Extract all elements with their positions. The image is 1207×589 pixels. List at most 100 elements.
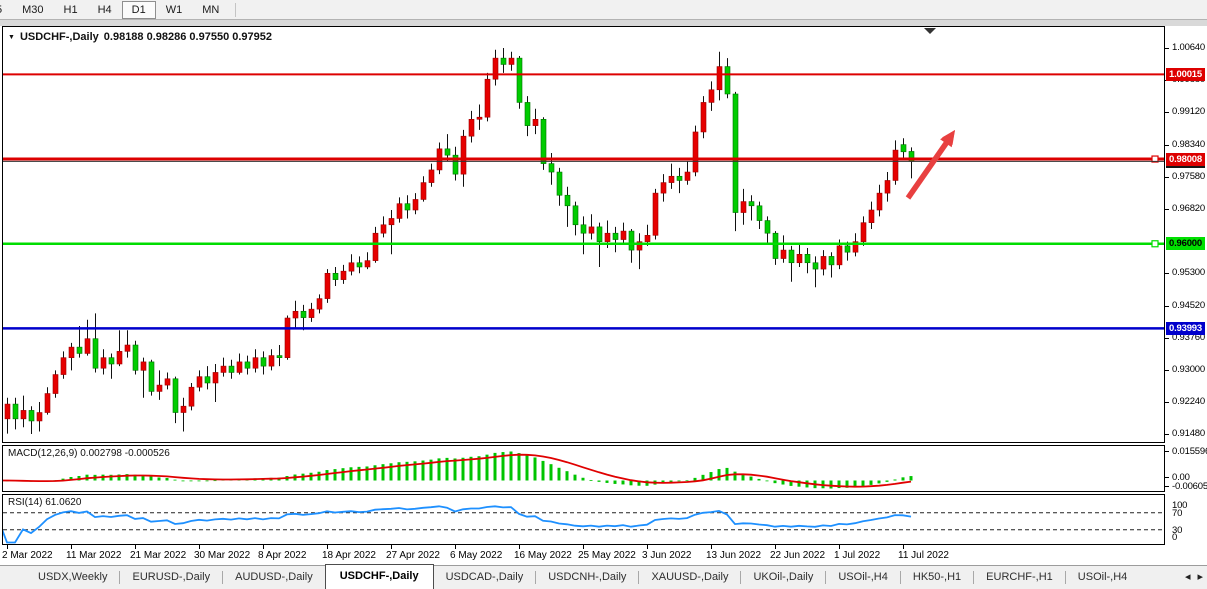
trend-arrow[interactable] [905,130,955,200]
price-axis[interactable]: 1.006400.998800.991200.983400.975800.968… [1165,0,1207,565]
macd-axis-label: -0.006059 [1172,481,1207,492]
tab-eurusd-daily[interactable]: EURUSD-,Daily [132,571,211,583]
date-axis-label: 30 Mar 2022 [194,550,251,561]
price-axis-tick [1165,176,1169,178]
date-axis-tick [263,545,264,549]
timeframe-button-m30[interactable]: M30 [22,3,44,16]
tab-usdcnh-daily[interactable]: USDCNH-,Daily [548,571,627,583]
candlesticks [4,48,915,435]
price-axis-tick [1165,272,1169,274]
tab-usoil-h4[interactable]: USOil-,H4 [1077,571,1128,583]
chart-expand-icon[interactable]: ▼ [8,33,15,41]
date-axis-tick [135,545,136,549]
date-axis-tick [711,545,712,549]
price-axis-tick [1165,144,1169,146]
tab-usdx-weekly[interactable]: USDX,Weekly [38,571,108,583]
main-chart-canvas[interactable] [3,27,1164,442]
price-axis-tick [1165,401,1169,403]
price-axis-label: 0.98340 [1172,139,1205,151]
timeframe-button-5[interactable]: 5 [0,1,12,19]
macd-axis-label: 0.015596 [1172,446,1207,457]
timeframe-button-h1[interactable]: H1 [63,3,78,16]
macd-axis-tick [1165,486,1169,487]
price-axis-label: 0.91480 [1172,428,1205,440]
toolbar-separator [235,2,237,17]
rsi-indicator-panel[interactable]: RSI(14) 61.0620 [2,494,1165,545]
tab-separator [899,571,901,584]
date-axis-tick [7,545,8,549]
tab-ukoil-daily[interactable]: UKOil-,Daily [753,571,814,583]
price-axis-tick [1165,208,1169,210]
tab-scroll-right-icon[interactable]: ▸ [1197,571,1203,583]
chart-symbol-label: USDCHF-,Daily [19,31,99,43]
date-axis-label: 22 Jun 2022 [770,550,826,561]
timeframe-toolbar: 5 M30 H1 H4 D1 W1 MN [0,0,1207,20]
date-axis-label: 3 Jun 2022 [642,550,692,561]
date-axis-tick [391,545,392,549]
macd-values: 0.002798 -0.000526 [80,448,170,459]
timeframe-button-mn[interactable]: MN [202,3,220,16]
window-edge-strip [0,20,1207,26]
date-axis-label: 25 May 2022 [578,550,636,561]
macd-axis-tick [1165,477,1169,478]
price-axis-tick [1165,47,1169,49]
tab-separator [973,571,975,584]
rsi-line [3,505,912,544]
tab-hk50-h1[interactable]: HK50-,H1 [912,571,962,583]
tab-scroll-left-icon[interactable]: ◂ [1184,571,1191,583]
price-axis-label: 0.94520 [1172,300,1205,312]
price-badge: 0.98008 [1166,152,1205,166]
tab-xauusd-daily[interactable]: XAUUSD-,Daily [651,571,729,583]
timeframe-button-h4[interactable]: H4 [97,3,112,16]
price-level-lines[interactable] [3,73,1164,330]
main-chart-panel[interactable]: ▼ USDCHF-,Daily 0.98188 0.98286 0.97550 … [2,26,1165,443]
rsi-axis-label: 30 [1172,524,1183,536]
price-axis-label: 0.92240 [1172,396,1205,408]
date-axis-label: 18 Apr 2022 [322,550,376,561]
price-badge: 1.00015 [1166,67,1205,81]
chart-shift-marker-icon[interactable] [924,28,936,34]
tab-usoil-h4[interactable]: USOil-,H4 [838,571,888,583]
macd-name: MACD(12,26,9) [8,448,78,459]
date-axis-tick [903,545,904,549]
date-axis-label: 6 May 2022 [450,550,503,561]
rsi-label: RSI(14) 61.0620 [8,497,81,508]
macd-indicator-panel[interactable]: MACD(12,26,9) 0.002798 -0.000526 [2,445,1165,492]
timeframe-button-d1[interactable]: D1 [121,0,156,19]
macd-signal-line [3,453,912,488]
price-axis-tick [1165,305,1169,307]
tab-usdcad-daily[interactable]: USDCAD-,Daily [445,571,524,583]
date-axis-tick [327,545,328,549]
tab-separator [222,571,224,584]
macd-canvas[interactable] [3,446,1164,491]
date-axis-tick [71,545,72,549]
date-axis-label: 1 Jul 2022 [834,550,881,561]
date-axis-tick [839,545,840,549]
rsi-canvas[interactable] [3,495,1164,544]
price-axis-label: 1.00640 [1172,42,1205,53]
tab-scroll-arrows: ◂ ▸ [1185,572,1203,583]
date-axis-label: 2 Mar 2022 [2,550,53,561]
macd-axis-tick [1165,451,1169,452]
date-axis-tick [583,545,584,549]
price-badge: 0.96000 [1166,237,1205,251]
chart-ohlc-values: 0.98188 0.98286 0.97550 0.97952 [103,31,272,43]
tab-separator [1064,571,1066,584]
tab-audusd-daily[interactable]: AUDUSD-,Daily [235,571,313,583]
tab-separator [535,571,537,584]
date-axis[interactable]: 2 Mar 2022 11 Mar 2022 21 Mar 2022 30 Mar 2… [0,545,1207,565]
tab-eurchf-h1[interactable]: EURCHF-,H1 [986,571,1053,583]
rsi-axis-label: 0 [1172,532,1178,543]
date-axis-label: 8 Apr 2022 [258,550,307,561]
macd-label: MACD(12,26,9) 0.002798 -0.000526 [8,448,170,459]
price-axis-tick [1165,111,1169,113]
rsi-axis-label: 70 [1172,507,1183,519]
date-axis-tick [455,545,456,549]
price-axis-tick [1165,433,1169,435]
timeframe-button-w1[interactable]: W1 [165,3,183,16]
price-axis-label: 0.99120 [1172,106,1205,118]
tab-usdchf-daily[interactable]: USDCHF-,Daily [324,564,434,589]
price-axis-label: 0.97580 [1172,171,1205,183]
price-axis-tick [1165,369,1169,371]
